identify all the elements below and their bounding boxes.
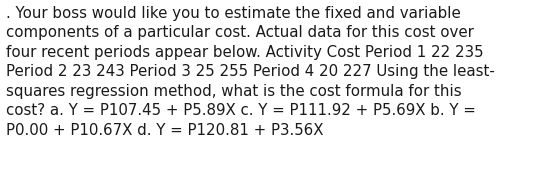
Text: . Your boss would like you to estimate the fixed and variable
components of a pa: . Your boss would like you to estimate t…: [6, 6, 494, 138]
